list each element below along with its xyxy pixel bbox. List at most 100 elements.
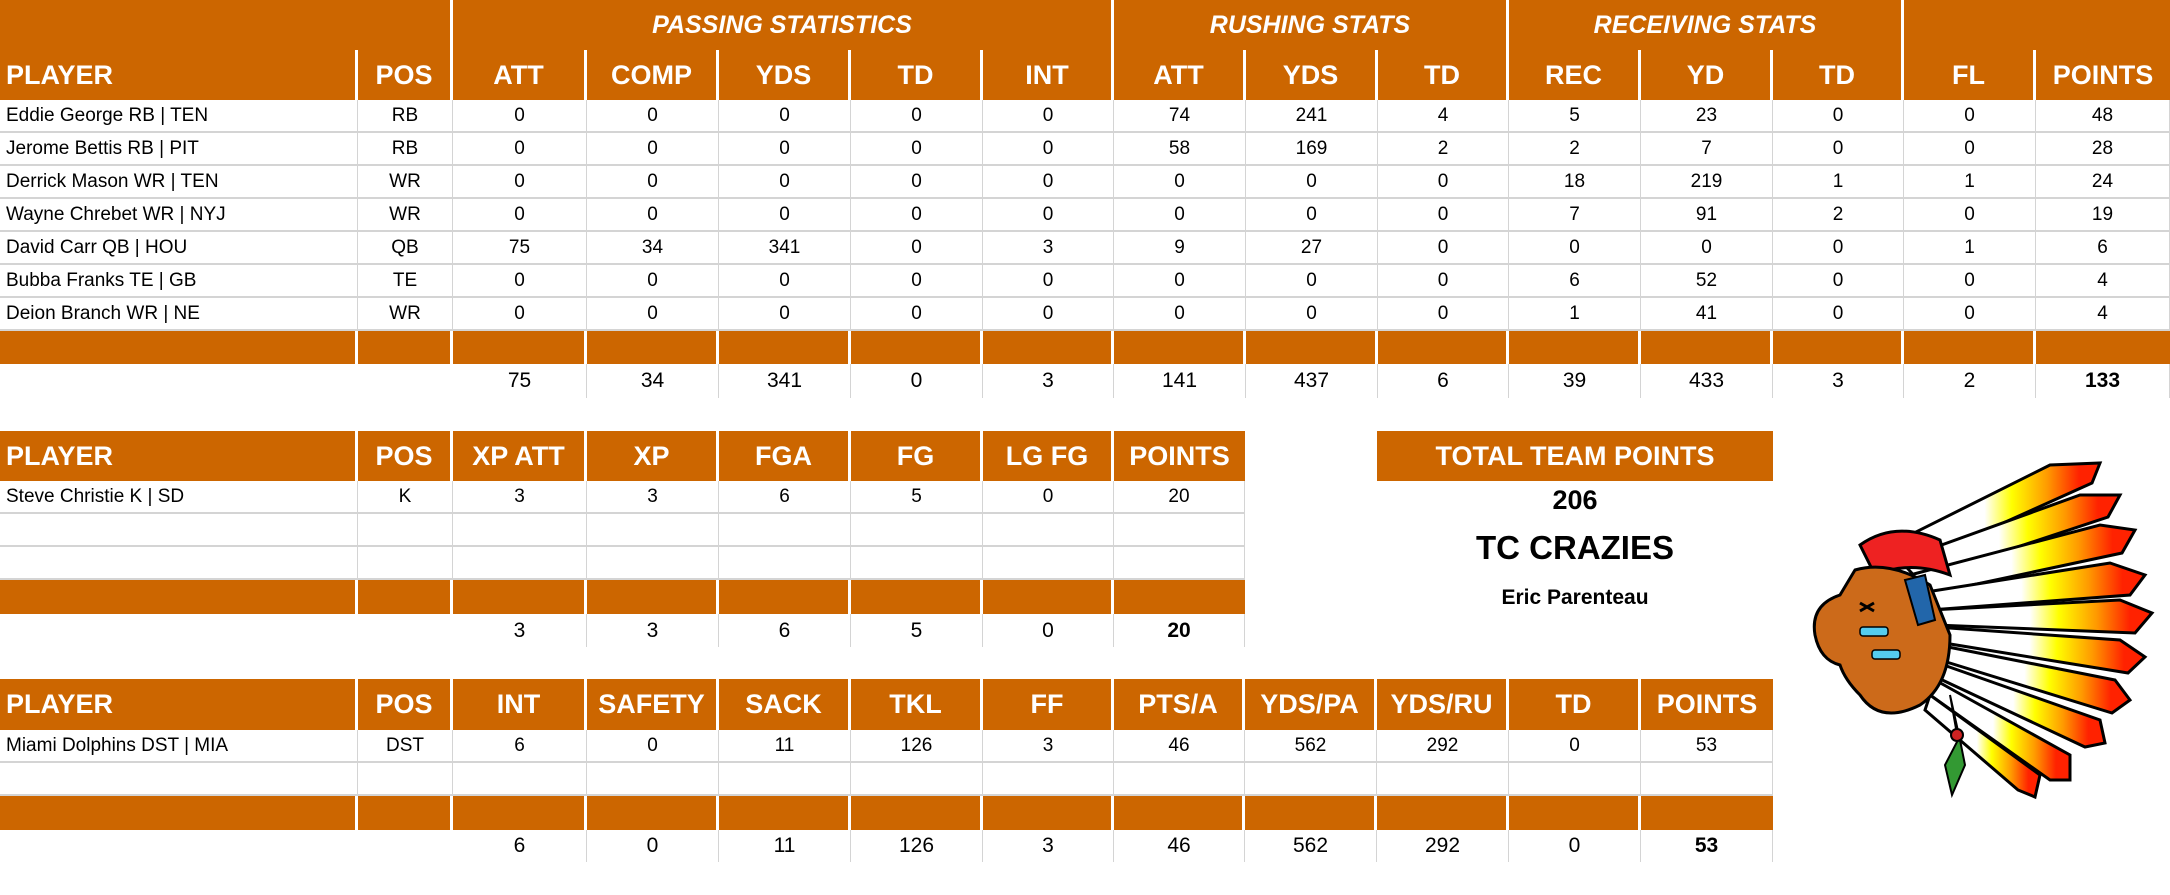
stat-cell: 9 xyxy=(1114,232,1246,265)
kicker-column-header-fg[interactable]: FG xyxy=(851,431,983,481)
defense-column-header-pos[interactable]: POS xyxy=(358,679,453,730)
stat-cell: 0 xyxy=(453,298,587,331)
stat-cell: 23 xyxy=(1641,100,1773,133)
kicker-column-header-fga[interactable]: FGA xyxy=(719,431,851,481)
defense-column-header-safety[interactable]: SAFETY xyxy=(587,679,719,730)
stat-cell: 341 xyxy=(719,232,851,265)
defense-column-header-points[interactable]: POINTS xyxy=(1641,679,1773,730)
defense-column-header-ff[interactable]: FF xyxy=(983,679,1114,730)
defense-column-header-td[interactable]: TD xyxy=(1509,679,1641,730)
defense-column-header-yds-ru[interactable]: YDS/RU xyxy=(1377,679,1509,730)
kicker-stat-cell xyxy=(1114,514,1245,547)
column-header-player[interactable]: PLAYER xyxy=(0,50,358,100)
kicker-stat-cell: 3 xyxy=(587,481,719,514)
defense-stat-cell xyxy=(587,763,719,796)
kicker-column-header-pos[interactable]: POS xyxy=(358,431,453,481)
stat-cell: 0 xyxy=(1114,199,1246,232)
column-header-yds[interactable]: YDS xyxy=(1246,50,1378,100)
defense-column-header-pts-a[interactable]: PTS/A xyxy=(1114,679,1245,730)
defense-separator-bar xyxy=(1377,796,1509,830)
defense-stat-cell xyxy=(1641,763,1773,796)
stat-cell: RB xyxy=(358,133,453,166)
kicker-column-header-xp[interactable]: XP xyxy=(587,431,719,481)
player-name-cell: Derrick Mason WR | TEN xyxy=(0,166,358,199)
offense-total-cell: 341 xyxy=(719,364,851,398)
column-header-att[interactable]: ATT xyxy=(453,50,587,100)
stat-cell: QB xyxy=(358,232,453,265)
offense-separator-bar xyxy=(2036,331,2170,364)
kicker-total-cell: 5 xyxy=(851,614,983,647)
player-name-cell: Wayne Chrebet WR | NYJ xyxy=(0,199,358,232)
kicker-column-header-xp-att[interactable]: XP ATT xyxy=(453,431,587,481)
stat-cell: 1 xyxy=(1773,166,1904,199)
defense-stat-cell xyxy=(358,763,453,796)
stat-cell: 0 xyxy=(983,199,1114,232)
column-header-comp[interactable]: COMP xyxy=(587,50,719,100)
defense-column-header-yds-pa[interactable]: YDS/PA xyxy=(1245,679,1377,730)
kicker-stat-cell: 5 xyxy=(851,481,983,514)
offense-separator-bar xyxy=(587,331,719,364)
column-header-yd[interactable]: YD xyxy=(1641,50,1773,100)
column-header-pos[interactable]: POS xyxy=(358,50,453,100)
column-header-points[interactable]: POINTS xyxy=(2036,50,2170,100)
stat-cell: 28 xyxy=(2036,133,2170,166)
stat-cell: 219 xyxy=(1641,166,1773,199)
stat-cell: WR xyxy=(358,166,453,199)
kicker-stat-cell: 3 xyxy=(453,481,587,514)
defense-column-header-int[interactable]: INT xyxy=(453,679,587,730)
stat-cell: 0 xyxy=(851,298,983,331)
defense-stat-cell xyxy=(1377,763,1509,796)
stat-cell: 0 xyxy=(1904,298,2036,331)
defense-stat-cell: 3 xyxy=(983,730,1114,763)
offense-separator-bar xyxy=(1641,331,1773,364)
stat-cell: 0 xyxy=(851,199,983,232)
column-header-fl[interactable]: FL xyxy=(1904,50,2036,100)
defense-total-cell: 126 xyxy=(851,830,983,862)
group-header-rushing: RUSHING STATS xyxy=(1114,0,1509,50)
kicker-column-header-lg-fg[interactable]: LG FG xyxy=(983,431,1114,481)
offense-separator-bar xyxy=(453,331,587,364)
column-header-td[interactable]: TD xyxy=(851,50,983,100)
player-name-cell: Deion Branch WR | NE xyxy=(0,298,358,331)
defense-total-points: 53 xyxy=(1641,830,1773,862)
defense-column-header-player[interactable]: PLAYER xyxy=(0,679,358,730)
stat-cell: 5 xyxy=(1509,100,1641,133)
defense-stat-cell xyxy=(851,763,983,796)
defense-separator-bar xyxy=(983,796,1114,830)
column-header-int[interactable]: INT xyxy=(983,50,1114,100)
defense-total-cell: 11 xyxy=(719,830,851,862)
offense-separator-bar xyxy=(1246,331,1378,364)
kicker-name-cell xyxy=(0,547,358,580)
stat-cell: 75 xyxy=(453,232,587,265)
stat-cell: 0 xyxy=(1509,232,1641,265)
offense-separator-bar xyxy=(1378,331,1509,364)
stat-cell: 0 xyxy=(983,100,1114,133)
offense-separator-bar xyxy=(719,331,851,364)
kicker-stat-cell xyxy=(453,547,587,580)
column-header-rec[interactable]: REC xyxy=(1509,50,1641,100)
column-header-td[interactable]: TD xyxy=(1378,50,1509,100)
column-header-td[interactable]: TD xyxy=(1773,50,1904,100)
defense-column-header-tkl[interactable]: TKL xyxy=(851,679,983,730)
kicker-stat-cell xyxy=(358,547,453,580)
defense-stat-cell xyxy=(1245,763,1377,796)
stat-cell: 58 xyxy=(1114,133,1246,166)
defense-stat-cell xyxy=(1509,763,1641,796)
stat-cell: 19 xyxy=(2036,199,2170,232)
defense-separator-bar xyxy=(1245,796,1377,830)
column-header-yds[interactable]: YDS xyxy=(719,50,851,100)
defense-total-cell: 562 xyxy=(1245,830,1377,862)
team-owner: Eric Parenteau xyxy=(1501,586,1649,609)
kicker-column-header-points[interactable]: POINTS xyxy=(1114,431,1245,481)
defense-column-header-sack[interactable]: SACK xyxy=(719,679,851,730)
offense-separator-bar xyxy=(1114,331,1246,364)
offense-separator-bar xyxy=(1773,331,1904,364)
offense-separator-bar xyxy=(1904,331,2036,364)
kicker-column-header-player[interactable]: PLAYER xyxy=(0,431,358,481)
stat-cell: 0 xyxy=(719,166,851,199)
stat-cell: 0 xyxy=(1114,298,1246,331)
kicker-stat-cell: K xyxy=(358,481,453,514)
kicker-name-cell: Steve Christie K | SD xyxy=(0,481,358,514)
defense-stat-cell: 126 xyxy=(851,730,983,763)
column-header-att[interactable]: ATT xyxy=(1114,50,1246,100)
